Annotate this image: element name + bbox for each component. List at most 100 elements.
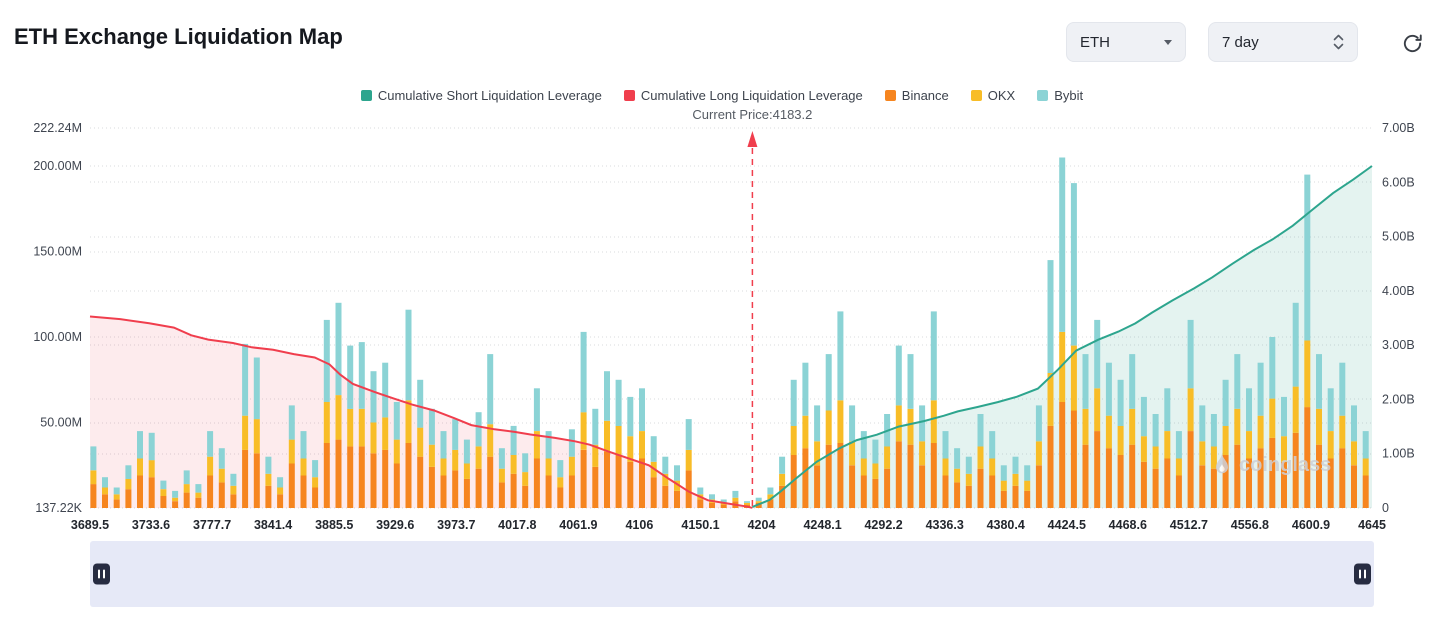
coin-select[interactable]: ETH — [1066, 22, 1186, 62]
bybit-bar[interactable] — [440, 431, 447, 459]
bybit-bar[interactable] — [1222, 379, 1229, 426]
legend-item-short[interactable]: Cumulative Short Liquidation Leverage — [360, 88, 602, 103]
okx-bar[interactable] — [1222, 425, 1229, 455]
binance-bar[interactable] — [1269, 437, 1276, 508]
binance-bar[interactable] — [522, 485, 529, 508]
binance-bar[interactable] — [709, 502, 715, 508]
okx-bar[interactable] — [568, 456, 575, 476]
binance-bar[interactable] — [452, 470, 459, 508]
bybit-bar[interactable] — [697, 487, 704, 495]
bybit-bar[interactable] — [1094, 319, 1101, 389]
binance-bar[interactable] — [475, 468, 482, 508]
okx-bar[interactable] — [1105, 415, 1112, 449]
binance-bar[interactable] — [814, 465, 821, 508]
okx-bar[interactable] — [452, 449, 459, 471]
zoom-slider-right-handle[interactable] — [1354, 563, 1371, 585]
binance-bar[interactable] — [160, 496, 167, 508]
bybit-bar[interactable] — [113, 487, 120, 495]
okx-bar[interactable] — [919, 441, 926, 466]
okx-bar[interactable] — [685, 449, 692, 471]
binance-bar[interactable] — [113, 499, 120, 509]
binance-bar[interactable] — [382, 449, 389, 508]
binance-bar[interactable] — [1047, 425, 1054, 508]
okx-bar[interactable] — [1199, 441, 1206, 466]
okx-bar[interactable] — [942, 458, 949, 476]
bybit-bar[interactable] — [1035, 405, 1042, 442]
okx-bar[interactable] — [533, 431, 540, 459]
binance-bar[interactable] — [872, 478, 879, 508]
binance-bar[interactable] — [977, 468, 984, 508]
bybit-bar[interactable] — [615, 379, 622, 426]
okx-bar[interactable] — [347, 408, 354, 447]
bybit-bar[interactable] — [148, 432, 155, 461]
bybit-bar[interactable] — [650, 436, 657, 462]
binance-bar[interactable] — [1210, 468, 1217, 508]
binance-bar[interactable] — [849, 465, 856, 508]
bybit-bar[interactable] — [942, 431, 949, 459]
okx-bar[interactable] — [545, 458, 552, 476]
bybit-bar[interactable] — [954, 448, 961, 469]
bybit-bar[interactable] — [779, 456, 786, 474]
bybit-bar[interactable] — [487, 354, 494, 425]
binance-bar[interactable] — [685, 470, 692, 508]
binance-bar[interactable] — [440, 475, 447, 509]
bybit-bar[interactable] — [1292, 302, 1299, 387]
okx-bar[interactable] — [639, 431, 645, 459]
okx-bar[interactable] — [627, 436, 634, 462]
okx-bar[interactable] — [1269, 398, 1276, 438]
bybit-bar[interactable] — [382, 362, 389, 418]
binance-bar[interactable] — [1012, 485, 1019, 508]
binance-bar[interactable] — [1187, 431, 1194, 508]
bybit-bar[interactable] — [1210, 414, 1217, 447]
okx-bar[interactable] — [1292, 386, 1299, 433]
binance-bar[interactable] — [802, 448, 809, 508]
bybit-bar[interactable] — [790, 379, 797, 426]
bybit-bar[interactable] — [370, 371, 377, 423]
bybit-bar[interactable] — [1047, 260, 1054, 373]
binance-bar[interactable] — [860, 475, 867, 509]
bybit-bar[interactable] — [1000, 465, 1007, 481]
binance-bar[interactable] — [1152, 468, 1159, 508]
bybit-bar[interactable] — [172, 490, 179, 498]
binance-bar[interactable] — [487, 456, 494, 508]
okx-bar[interactable] — [767, 494, 774, 500]
bybit-bar[interactable] — [1257, 362, 1264, 416]
okx-bar[interactable] — [1140, 436, 1147, 462]
refresh-button[interactable] — [1396, 27, 1428, 59]
okx-bar[interactable] — [183, 484, 190, 493]
binance-bar[interactable] — [242, 449, 249, 508]
bybit-bar[interactable] — [358, 342, 365, 409]
okx-bar[interactable] — [428, 444, 435, 467]
bybit-bar[interactable] — [814, 405, 821, 442]
bybit-bar[interactable] — [977, 414, 984, 447]
bybit-bar[interactable] — [1129, 354, 1136, 409]
okx-bar[interactable] — [1327, 431, 1334, 459]
okx-bar[interactable] — [1234, 408, 1241, 445]
zoom-slider-track[interactable] — [90, 541, 1374, 607]
bybit-bar[interactable] — [965, 456, 972, 474]
okx-bar[interactable] — [849, 441, 856, 466]
bybit-bar[interactable] — [522, 453, 529, 473]
okx-bar[interactable] — [1070, 345, 1077, 411]
binance-bar[interactable] — [207, 475, 214, 509]
binance-bar[interactable] — [148, 477, 155, 508]
binance-bar[interactable] — [218, 482, 225, 508]
binance-bar[interactable] — [1234, 444, 1241, 508]
bybit-bar[interactable] — [732, 490, 739, 498]
okx-bar[interactable] — [989, 458, 996, 476]
binance-bar[interactable] — [1059, 402, 1066, 508]
bybit-bar[interactable] — [1304, 174, 1311, 341]
binance-bar[interactable] — [907, 444, 914, 508]
binance-bar[interactable] — [627, 461, 634, 508]
binance-bar[interactable] — [650, 477, 657, 508]
bybit-bar[interactable] — [639, 388, 645, 431]
bybit-bar[interactable] — [323, 319, 330, 402]
binance-bar[interactable] — [90, 484, 97, 508]
bybit-bar[interactable] — [1059, 157, 1066, 332]
bybit-bar[interactable] — [265, 456, 272, 474]
binance-bar[interactable] — [195, 497, 202, 508]
okx-bar[interactable] — [1117, 425, 1124, 455]
okx-bar[interactable] — [1082, 408, 1089, 445]
bybit-bar[interactable] — [102, 477, 108, 488]
